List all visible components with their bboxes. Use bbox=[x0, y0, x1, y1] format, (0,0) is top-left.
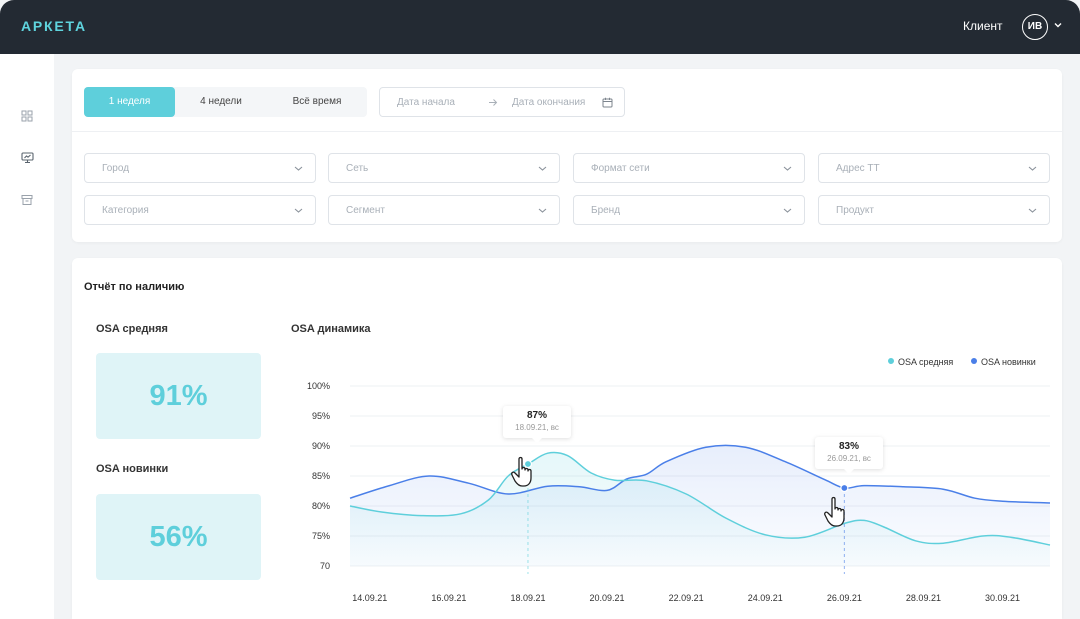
calendar-icon[interactable] bbox=[602, 97, 613, 108]
grid-icon[interactable] bbox=[21, 110, 33, 122]
y-tick-label: 90% bbox=[312, 441, 330, 451]
select-brand[interactable]: Бренд bbox=[573, 195, 805, 225]
series-osa-avg-line bbox=[349, 451, 1051, 546]
chevron-down-icon bbox=[1028, 208, 1037, 213]
x-tick-label: 28.09.21 bbox=[906, 593, 941, 603]
osa-avg-label: OSA средняя bbox=[96, 323, 168, 335]
select-category[interactable]: Категория bbox=[84, 195, 316, 225]
select-category-label: Категория bbox=[102, 205, 149, 216]
y-tick-label: 100% bbox=[307, 381, 330, 391]
chevron-down-icon[interactable] bbox=[1053, 20, 1063, 30]
hand-cursor-icon bbox=[824, 496, 845, 527]
y-tick-label: 80% bbox=[312, 501, 330, 511]
select-store-address[interactable]: Адрес ТТ bbox=[818, 153, 1050, 183]
y-tick-label: 95% bbox=[312, 411, 330, 421]
tooltip-value: 83% bbox=[838, 441, 859, 452]
chevron-down-icon bbox=[538, 166, 547, 171]
series-osa-new-line bbox=[349, 444, 1051, 504]
x-tick-label: 26.09.21 bbox=[827, 593, 862, 603]
end-date-input[interactable]: Дата окончания bbox=[512, 97, 586, 108]
select-segment-label: Сегмент bbox=[346, 205, 385, 216]
period-tabs: 1 неделя 4 недели Всё время bbox=[84, 87, 367, 117]
select-store-address-label: Адрес ТТ bbox=[836, 163, 880, 174]
select-city[interactable]: Город bbox=[84, 153, 316, 183]
start-date-input[interactable]: Дата начала bbox=[397, 97, 455, 108]
x-tick-label: 14.09.21 bbox=[352, 593, 387, 603]
legend-dot bbox=[971, 358, 977, 364]
osa-new-label: OSA новинки bbox=[96, 463, 169, 475]
tooltip-date: 18.09.21, вс bbox=[515, 423, 559, 432]
avatar[interactable]: ИВ bbox=[1022, 14, 1048, 40]
chevron-down-icon bbox=[783, 208, 792, 213]
legend-item-osa-avg[interactable]: OSA средняя bbox=[888, 357, 953, 367]
legend-dot bbox=[888, 358, 894, 364]
monitor-icon[interactable] bbox=[21, 152, 34, 164]
filter-divider bbox=[72, 131, 1062, 132]
chevron-down-icon bbox=[1028, 166, 1037, 171]
tooltip-osa-avg: 87% 18.09.21, вс bbox=[503, 406, 571, 443]
tab-all-time[interactable]: Всё время bbox=[292, 96, 342, 107]
legend-label: OSA новинки bbox=[981, 357, 1036, 367]
tooltip-value: 87% bbox=[526, 410, 547, 421]
tab-1-week[interactable]: 1 неделя bbox=[84, 87, 175, 117]
legend-label: OSA средняя bbox=[898, 357, 954, 367]
select-chain-format[interactable]: Формат сети bbox=[573, 153, 805, 183]
tooltip-date: 26.09.21, вс bbox=[827, 454, 871, 463]
x-tick-label: 18.09.21 bbox=[510, 593, 545, 603]
chart-title: OSA динамика bbox=[291, 323, 371, 335]
x-tick-label: 20.09.21 bbox=[590, 593, 625, 603]
chevron-down-icon bbox=[783, 166, 792, 171]
x-tick-label: 16.09.21 bbox=[431, 593, 466, 603]
top-bar: АРКЕТА Клиент ИВ bbox=[0, 0, 1080, 54]
legend-item-osa-new[interactable]: OSA новинки bbox=[971, 357, 1036, 367]
archive-icon[interactable] bbox=[21, 194, 33, 206]
date-range-picker[interactable]: Дата начала Дата окончания bbox=[379, 87, 625, 117]
sidebar bbox=[0, 54, 54, 619]
data-point-marker bbox=[840, 483, 849, 493]
x-tick-label: 22.09.21 bbox=[669, 593, 704, 603]
osa-avg-value: 91% bbox=[96, 353, 261, 439]
report-title: Отчёт по наличию bbox=[84, 281, 185, 293]
tooltip-osa-new: 83% 26.09.21, вс bbox=[815, 437, 883, 474]
client-label: Клиент bbox=[963, 19, 1003, 33]
y-tick-label: 85% bbox=[312, 471, 330, 481]
x-tick-label: 30.09.21 bbox=[985, 593, 1020, 603]
chevron-down-icon bbox=[294, 166, 303, 171]
hand-cursor-icon bbox=[511, 456, 532, 487]
select-brand-label: Бренд bbox=[591, 205, 621, 216]
select-product[interactable]: Продукт bbox=[818, 195, 1050, 225]
select-city-label: Город bbox=[102, 163, 130, 174]
select-segment[interactable]: Сегмент bbox=[328, 195, 560, 225]
chevron-down-icon bbox=[294, 208, 303, 213]
osa-new-value: 56% bbox=[96, 494, 261, 580]
logo[interactable]: АРКЕТА bbox=[21, 18, 87, 34]
select-product-label: Продукт bbox=[836, 205, 874, 216]
data-point-marker bbox=[523, 459, 533, 469]
chevron-down-icon bbox=[538, 208, 547, 213]
x-tick-label: 24.09.21 bbox=[748, 593, 783, 603]
select-chain[interactable]: Сеть bbox=[328, 153, 560, 183]
arrow-right-icon bbox=[489, 99, 498, 106]
select-chain-label: Сеть bbox=[346, 163, 369, 174]
y-tick-label: 75% bbox=[312, 531, 330, 541]
select-chain-format-label: Формат сети bbox=[591, 163, 650, 174]
tab-4-weeks[interactable]: 4 недели bbox=[200, 96, 242, 107]
y-tick-label: 70 bbox=[320, 561, 330, 571]
